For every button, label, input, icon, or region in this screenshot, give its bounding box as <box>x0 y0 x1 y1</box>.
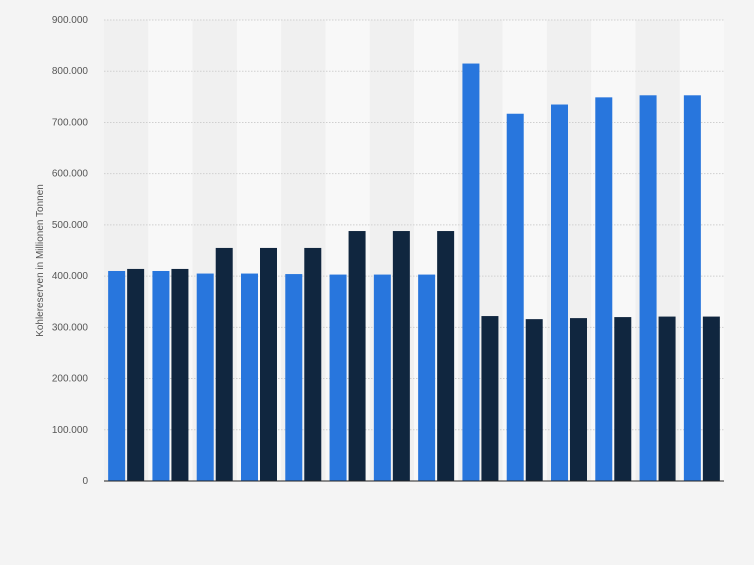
bar[interactable] <box>683 95 701 482</box>
bar[interactable] <box>348 231 366 481</box>
bar[interactable] <box>304 247 322 481</box>
y-tick-label: 200.000 <box>52 374 89 385</box>
bar[interactable] <box>570 318 587 481</box>
bar[interactable] <box>285 274 303 481</box>
bar[interactable] <box>196 273 214 481</box>
bar[interactable] <box>595 97 613 482</box>
bar[interactable] <box>481 316 499 481</box>
y-tick-label: 300.000 <box>52 322 89 333</box>
bar[interactable] <box>329 274 347 481</box>
y-axis-ticks: 0 100.000 200.000 300.000 400.000 500.000 600.… <box>52 15 89 487</box>
y-tick-label: 0 <box>82 476 88 487</box>
bar[interactable] <box>392 231 410 481</box>
bar[interactable] <box>462 63 480 482</box>
bar[interactable] <box>171 268 189 481</box>
y-tick-label: 400.000 <box>52 271 89 282</box>
bar[interactable] <box>551 104 568 482</box>
y-tick-label: 700.000 <box>52 117 89 128</box>
bar[interactable] <box>614 317 632 481</box>
y-tick-label: 100.000 <box>52 425 89 436</box>
bar[interactable] <box>373 274 391 481</box>
y-axis-label: Kohlereserven in Millionen Tonnen <box>35 184 46 337</box>
bar[interactable] <box>215 247 233 481</box>
y-tick-label: 500.000 <box>52 220 89 231</box>
bar[interactable] <box>418 274 436 481</box>
bar[interactable] <box>127 268 145 481</box>
bar[interactable] <box>506 113 524 481</box>
bars <box>108 63 720 482</box>
y-tick-label: 800.000 <box>52 66 89 77</box>
bar[interactable] <box>241 273 258 481</box>
alternating-bands <box>104 20 724 481</box>
y-tick-label: 600.000 <box>52 169 89 180</box>
bar[interactable] <box>152 270 170 481</box>
bar[interactable] <box>702 316 720 481</box>
bar[interactable] <box>658 316 676 481</box>
bar[interactable] <box>260 247 277 481</box>
bar[interactable] <box>437 231 455 481</box>
y-tick-label: 900.000 <box>52 15 89 26</box>
bar[interactable] <box>525 319 543 481</box>
bar[interactable] <box>639 95 657 482</box>
bar[interactable] <box>108 270 126 481</box>
